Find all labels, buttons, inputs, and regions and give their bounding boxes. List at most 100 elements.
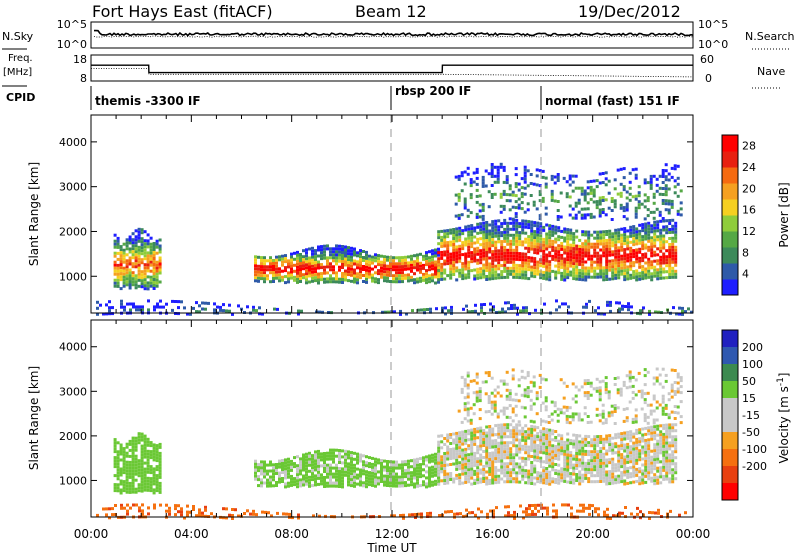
echo-cell xyxy=(653,223,657,227)
echo-cell xyxy=(533,275,537,279)
echo-cell xyxy=(596,444,600,448)
echo-cell xyxy=(658,186,662,190)
echo-cell xyxy=(536,233,540,237)
echo-cell xyxy=(524,433,528,437)
echo-cell xyxy=(487,374,491,377)
echo-cell xyxy=(581,473,585,477)
echo-cell xyxy=(443,262,447,266)
echo-cell xyxy=(656,481,660,485)
echo-cell xyxy=(458,244,462,248)
echo-cell xyxy=(515,266,519,270)
echo-cell xyxy=(422,272,425,276)
echo-cell xyxy=(317,254,320,258)
echo-cell xyxy=(359,261,362,265)
echo-cell xyxy=(515,426,519,430)
echo-cell xyxy=(311,478,314,482)
echo-cell xyxy=(149,480,153,484)
echo-cell xyxy=(497,264,501,268)
echo-cell xyxy=(323,280,326,284)
echo-cell xyxy=(587,477,591,481)
echo-cell xyxy=(605,248,609,251)
echo-cell xyxy=(158,442,162,446)
echo-cell xyxy=(287,472,290,476)
echo-cell xyxy=(583,216,587,220)
echo-cell xyxy=(554,445,558,448)
echo-cell xyxy=(338,259,341,263)
echo-cell xyxy=(578,449,582,453)
echo-cell xyxy=(527,241,531,245)
echo-cell xyxy=(490,196,494,199)
echo-cell xyxy=(557,475,561,479)
echo-cell xyxy=(569,261,573,265)
echo-cell xyxy=(497,276,501,280)
echo-cell xyxy=(434,263,437,267)
echo-cell xyxy=(572,454,576,458)
echo-cell xyxy=(625,217,629,221)
echo-cell xyxy=(530,440,534,443)
echo-cell xyxy=(461,241,465,245)
echo-cell xyxy=(634,197,638,201)
echo-cell xyxy=(152,491,156,495)
echo-cell xyxy=(661,181,665,184)
echo-cell xyxy=(413,461,416,465)
echo-cell xyxy=(512,438,516,442)
echo-cell xyxy=(655,177,659,181)
echo-cell xyxy=(479,471,483,475)
echo-cell xyxy=(365,262,368,266)
echo-cell xyxy=(676,164,680,168)
echo-cell xyxy=(131,253,135,257)
echo-cell xyxy=(532,384,536,388)
echo-cell xyxy=(455,257,459,261)
echo-cell xyxy=(350,270,353,274)
echo-cell xyxy=(260,259,263,263)
echo-cell xyxy=(640,395,644,399)
echo-cell xyxy=(401,475,404,479)
echo-cell xyxy=(587,453,591,457)
echo-cell xyxy=(665,438,669,442)
echo-cell xyxy=(116,263,120,267)
echo-cell xyxy=(611,259,615,263)
echo-cell xyxy=(152,281,156,284)
echo-cell xyxy=(632,270,636,274)
echo-cell xyxy=(671,444,675,448)
echo-cell xyxy=(580,207,584,211)
echo-cell xyxy=(557,256,561,260)
echo-cell xyxy=(311,270,314,274)
echo-cell xyxy=(500,453,504,457)
echo-cell xyxy=(671,456,675,460)
echo-cell xyxy=(443,464,447,467)
echo-cell xyxy=(440,461,444,465)
echo-cell xyxy=(617,432,621,436)
echo-cell xyxy=(422,456,425,460)
echo-cell xyxy=(446,232,450,236)
echo-cell xyxy=(278,258,281,262)
echo-cell xyxy=(469,184,473,188)
echo-cell xyxy=(641,229,645,233)
echo-cell xyxy=(521,426,525,430)
echo-cell xyxy=(365,274,368,278)
echo-cell xyxy=(542,225,546,229)
echo-cell xyxy=(542,240,546,244)
echo-cell xyxy=(491,220,495,224)
echo-cell xyxy=(521,228,525,232)
echo-cell xyxy=(599,474,603,477)
echo-cell xyxy=(128,472,132,476)
echo-cell xyxy=(521,267,525,271)
echo-cell xyxy=(662,252,666,256)
echo-cell xyxy=(509,254,513,258)
echo-cell xyxy=(527,220,531,224)
echo-cell xyxy=(395,277,398,281)
echo-cell xyxy=(140,465,144,469)
echo-cell xyxy=(545,476,549,479)
echo-cell xyxy=(584,239,588,243)
echo-cell xyxy=(483,303,486,306)
echo-cell xyxy=(500,462,504,466)
echo-cell xyxy=(392,265,395,269)
echo-cell xyxy=(461,439,465,443)
echo-cell xyxy=(613,187,617,191)
echo-cell xyxy=(428,262,431,266)
echo-cell xyxy=(614,237,618,241)
echo-cell xyxy=(362,454,365,458)
echo-cell xyxy=(571,174,575,178)
echo-cell xyxy=(638,455,642,459)
